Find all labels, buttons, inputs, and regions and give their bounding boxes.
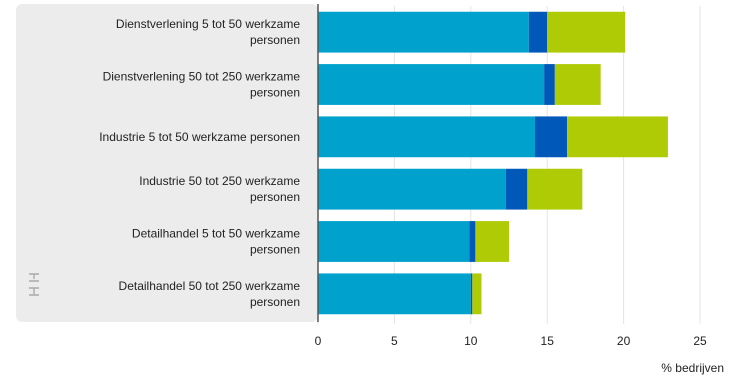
category-label: Dienstverlening 50 tot 250 werkzame xyxy=(103,70,301,84)
category-label: personen xyxy=(250,86,300,100)
category-label: Dienstverlening 5 tot 50 werkzame xyxy=(116,17,300,31)
category-label: Detailhandel 5 tot 50 werkzame xyxy=(132,227,300,241)
bar-series-3 xyxy=(554,64,601,105)
bar-series-1 xyxy=(318,221,470,262)
bar-series-1 xyxy=(318,11,529,53)
x-tick-label: 10 xyxy=(464,334,478,348)
x-tick-label: 25 xyxy=(693,334,707,348)
category-panel xyxy=(16,4,318,322)
cbs-logo xyxy=(29,273,39,296)
category-label: Detailhandel 50 tot 250 werkzame xyxy=(119,279,301,293)
bar-series-1 xyxy=(318,273,471,315)
category-label: personen xyxy=(250,295,300,309)
bar-series-1 xyxy=(318,64,545,105)
bar-series-2 xyxy=(505,168,528,210)
bar-series-2 xyxy=(544,64,555,105)
bar-series-2 xyxy=(528,11,548,53)
bar-series-3 xyxy=(547,11,626,53)
x-tick-label: 15 xyxy=(541,334,555,348)
x-tick-label: 0 xyxy=(315,334,322,348)
cbs-logo-mark xyxy=(29,273,39,296)
bar-series-2 xyxy=(534,116,568,158)
bar-series-3 xyxy=(475,221,509,262)
bar-series-2 xyxy=(469,221,476,262)
category-label: personen xyxy=(250,190,300,204)
category-label: personen xyxy=(250,33,300,47)
category-label: Industrie 5 tot 50 werkzame personen xyxy=(99,130,300,144)
bar-series-3 xyxy=(472,273,482,315)
bar-series-3 xyxy=(527,168,583,210)
bar-series-2 xyxy=(470,273,473,315)
category-label: Industrie 50 tot 250 werkzame xyxy=(139,174,300,188)
bar-series-3 xyxy=(567,116,668,158)
x-tick-label: 5 xyxy=(391,334,398,348)
bar-series-1 xyxy=(318,116,535,158)
x-tick-label: 20 xyxy=(617,334,631,348)
bar-series-1 xyxy=(318,168,506,210)
category-label: personen xyxy=(250,243,300,257)
x-axis-title: % bedrijven xyxy=(661,361,724,375)
